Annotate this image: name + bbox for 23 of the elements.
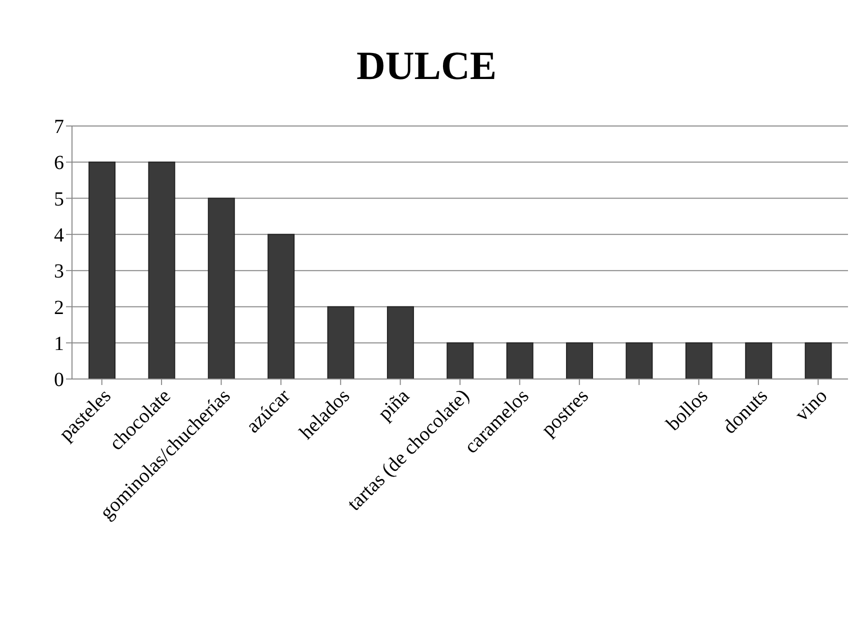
y-tick-label: 6 (54, 152, 64, 174)
bar (506, 342, 534, 379)
y-tick-label: 4 (54, 224, 64, 247)
bar (148, 162, 176, 379)
x-tick-label: vino (791, 385, 832, 426)
bar (804, 342, 832, 379)
bar (88, 162, 116, 379)
y-tick-label: 5 (54, 188, 64, 210)
bar (685, 342, 712, 379)
bar (327, 306, 354, 379)
y-tick-label: 1 (54, 332, 64, 355)
bar (208, 198, 235, 379)
bar (268, 234, 295, 379)
bar (446, 342, 474, 379)
y-tick-label: 2 (54, 296, 64, 319)
bar (745, 342, 772, 379)
y-tick-label: 3 (54, 260, 64, 283)
bar (626, 342, 653, 379)
y-tick-label: 7 (54, 116, 64, 138)
bar (386, 306, 414, 379)
y-tick-label: 0 (54, 369, 64, 392)
bar (566, 342, 594, 379)
chart-title: DULCE (355, 42, 498, 89)
